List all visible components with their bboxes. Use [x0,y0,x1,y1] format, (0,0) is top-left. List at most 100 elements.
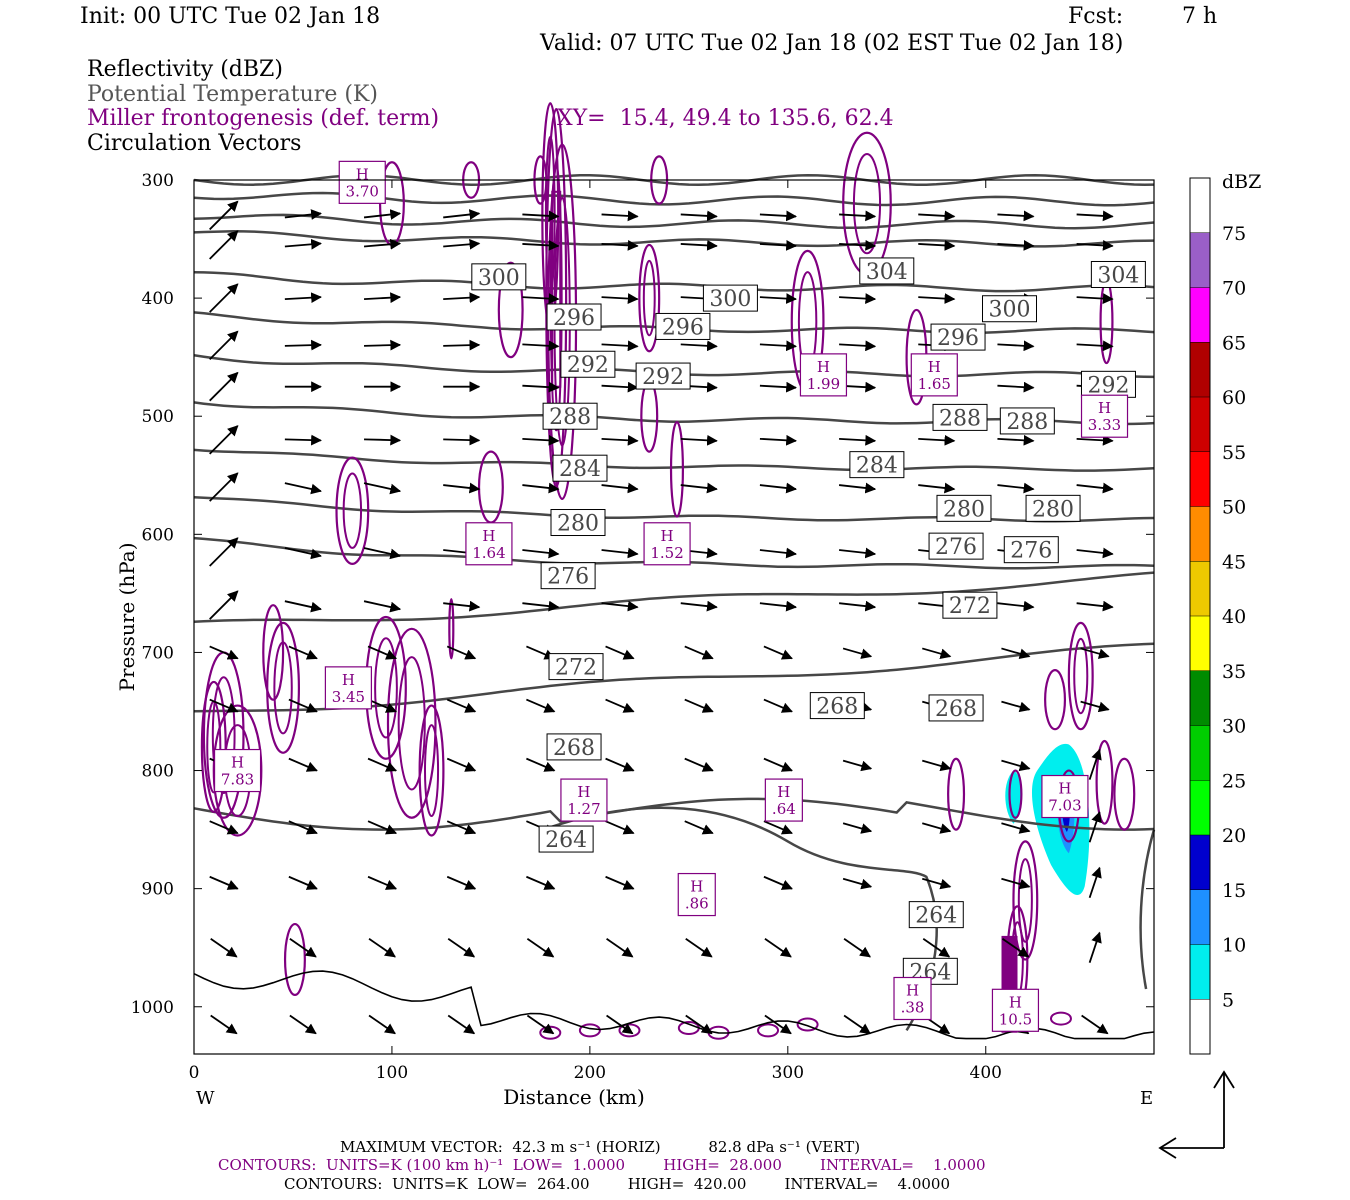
circulation-vector [288,820,318,835]
circulation-vector [1088,811,1102,843]
circulation-vector [606,937,634,958]
fronto-contour [1008,769,1023,819]
theta-label-box [859,257,915,285]
y-tick-label: 600 [142,525,174,545]
circulation-vector [209,283,239,313]
circulation-vector [209,330,239,360]
theta-label: 264 [915,904,957,929]
circulation-vector [446,645,477,660]
circulation-vector [522,293,560,304]
fronto-max-marker: H [1058,780,1071,798]
circulation-vector [997,482,1035,494]
theta-label-box [908,901,964,929]
circulation-vector [443,339,481,351]
theta-label: 296 [937,326,979,351]
circulation-vector [522,340,560,352]
circulation-vector [522,381,560,393]
fronto-max-box [324,666,372,710]
theta-label-box [552,454,608,482]
circulation-vector [997,340,1035,352]
fronto-max-box [338,160,386,204]
circulation-vector [522,482,560,494]
circulation-vector [522,600,560,612]
fronto-max-value: .64 [772,800,796,818]
circulation-vector [284,482,322,495]
fronto-contour [397,656,426,791]
circulation-vector [918,293,956,304]
theta-label: 280 [1032,497,1074,522]
fronto-max-value: 1.65 [918,375,951,393]
circulation-vector [1076,547,1114,559]
colorbar-swatch [1190,397,1210,452]
x-axis-label: Distance (km) [503,1085,645,1109]
fronto-contour [335,456,370,565]
circulation-vector [522,210,560,222]
circulation-vector [685,937,713,958]
theta-contour [193,401,1155,426]
circulation-vector [443,238,481,250]
fronto-max-box [764,778,803,822]
key-vertical-arrowhead [1213,1070,1235,1089]
circulation-vector [842,647,873,659]
circulation-vector [289,937,317,958]
circulation-vector [363,482,402,495]
theta-label-box [942,591,998,619]
fronto-max-marker: H [928,358,941,376]
circulation-vector [288,757,318,772]
circulation-vector [759,340,797,352]
circulation-vector [842,822,873,834]
colorbar-swatch [1190,999,1210,1054]
fronto-contour [1099,279,1114,365]
theta-contour [193,230,1155,248]
theta-label-box [471,263,527,291]
circulation-vector [1001,759,1031,772]
theta-label: 288 [1006,410,1048,435]
fronto-max-box [560,778,608,822]
fronto-max-box [643,522,691,566]
theta-label: 300 [478,266,520,291]
colorbar-label: 35 [1222,661,1246,683]
circulation-vector [367,645,398,660]
theta-label: 284 [559,457,601,482]
circulation-vector [1001,937,1030,958]
colorbar-swatch [1190,725,1210,781]
colorbar-swatch [1190,178,1210,233]
reflectivity-shading [1005,743,1090,896]
circulation-vector [918,482,956,494]
fronto-max-value: 3.33 [1088,416,1121,434]
circulation-vector [1001,822,1031,834]
circulation-vector [288,645,318,660]
fronto-contour [638,243,661,353]
circulation-vector [209,875,239,890]
circulation-vector [284,238,322,250]
theta-label-box [546,303,602,331]
circulation-vector [363,292,402,304]
circulation-vector [526,1014,555,1035]
circulation-vector [763,757,793,772]
circulation-vector [764,1014,792,1035]
fronto-max-marker: H [231,754,244,772]
circulation-vector [684,820,714,835]
fronto-contour [374,637,398,739]
fronto-max-marker: H [482,527,495,545]
fronto-contour [497,261,524,359]
circulation-vector [209,590,239,620]
circulation-vector [922,937,951,958]
theta-label-box [548,653,604,681]
circulation-vector [922,647,952,659]
circulation-vector [680,340,718,352]
circulation-vector [363,238,402,250]
fronto-contour [757,1023,780,1038]
circulation-vector [680,482,718,494]
circulation-vector [209,645,239,660]
circulation-vector [763,875,793,890]
circulation-vector [1088,931,1102,963]
circulation-vector [447,1014,476,1035]
circulation-vector [284,292,322,304]
circulation-vector [605,645,635,660]
key-horizontal-arrowhead [1158,1137,1177,1159]
colorbar-swatch [1190,670,1210,726]
circulation-vector [606,1014,634,1035]
theta-label-box [635,362,691,390]
circulation-vector [443,482,481,494]
